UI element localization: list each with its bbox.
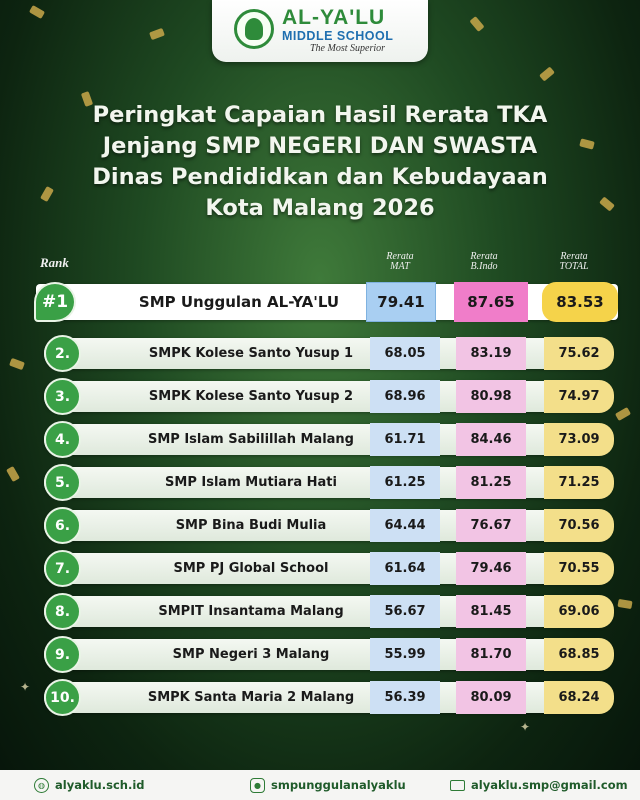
school-name: SMP Islam Sabilillah Malang xyxy=(147,432,354,447)
indo-score: 81.70 xyxy=(456,638,526,671)
table-row-1: #1 SMP Unggulan AL-YA'LU 79.41 87.65 83.… xyxy=(34,282,618,322)
total-score: 68.24 xyxy=(544,681,614,714)
indo-score: 81.25 xyxy=(456,466,526,499)
table-row: 10. SMPK Santa Maria 2 Malang 56.39 80.0… xyxy=(44,679,614,716)
title-line-4: Kota Malang 2026 xyxy=(205,195,435,221)
indo-score: 87.65 xyxy=(454,282,528,322)
mat-header-bottom: MAT xyxy=(390,261,410,272)
mat-score: 61.71 xyxy=(370,423,440,456)
table-row: 9. SMP Negeri 3 Malang 55.99 81.70 68.85 xyxy=(44,636,614,673)
total-score: 68.85 xyxy=(544,638,614,671)
mail-icon xyxy=(450,779,465,791)
mat-header: Rerata MAT xyxy=(370,252,430,272)
mat-score: 64.44 xyxy=(370,509,440,542)
table-row: 2. SMPK Kolese Santo Yusup 1 68.05 83.19… xyxy=(44,335,614,372)
mat-header-top: Rerata xyxy=(386,251,414,262)
school-logo: AL-YA'LU MIDDLE SCHOOL The Most Superior xyxy=(212,0,428,62)
total-score: 69.06 xyxy=(544,595,614,628)
rank-badge: 3. xyxy=(44,378,81,415)
table-row: 7. SMP PJ Global School 61.64 79.46 70.5… xyxy=(44,550,614,587)
indo-header-bottom: B.Indo xyxy=(470,261,498,272)
email-link[interactable]: alyaklu.smp@gmail.com xyxy=(450,778,628,792)
mat-score: 55.99 xyxy=(370,638,440,671)
school-name: SMPK Santa Maria 2 Malang xyxy=(147,690,355,705)
indo-score: 81.45 xyxy=(456,595,526,628)
table-row: 5. SMP Islam Mutiara Hati 61.25 81.25 71… xyxy=(44,464,614,501)
rank-badge: 5. xyxy=(44,464,81,501)
mat-score: 68.05 xyxy=(370,337,440,370)
school-name: SMP Islam Mutiara Hati xyxy=(165,475,337,490)
school-name: SMPIT Insantama Malang xyxy=(158,604,344,619)
rank-badge: 7. xyxy=(44,550,81,587)
school-emblem-icon xyxy=(234,9,274,49)
total-score: 75.62 xyxy=(544,337,614,370)
logo-subtitle: MIDDLE SCHOOL xyxy=(282,29,394,43)
instagram-text: smpunggulanalyaklu xyxy=(271,778,406,792)
mat-score: 79.41 xyxy=(366,282,436,322)
title-line-1: Peringkat Capaian Hasil Rerata TKA xyxy=(92,102,548,128)
school-name: SMPK Kolese Santo Yusup 2 xyxy=(148,389,354,404)
logo-name: AL-YA'LU xyxy=(282,6,386,29)
school-name: SMP PJ Global School xyxy=(173,561,329,576)
indo-score: 83.19 xyxy=(456,337,526,370)
table-row: 8. SMPIT Insantama Malang 56.67 81.45 69… xyxy=(44,593,614,630)
indo-score: 79.46 xyxy=(456,552,526,585)
contact-footer: ◍ alyaklu.sch.id ● smpunggulanalyaklu al… xyxy=(0,770,640,800)
page-title: Peringkat Capaian Hasil Rerata TKA Jenja… xyxy=(0,100,640,224)
school-name: SMP Unggulan AL-YA'LU xyxy=(138,293,340,311)
table-row: 3. SMPK Kolese Santo Yusup 2 68.96 80.98… xyxy=(44,378,614,415)
total-header-top: Rerata xyxy=(560,251,588,262)
table-row: 4. SMP Islam Sabilillah Malang 61.71 84.… xyxy=(44,421,614,458)
total-score: 73.09 xyxy=(544,423,614,456)
email-text: alyaklu.smp@gmail.com xyxy=(471,778,628,792)
globe-icon: ◍ xyxy=(34,777,49,793)
total-score: 83.53 xyxy=(542,282,618,322)
rank-badge: 8. xyxy=(44,593,81,630)
website-link[interactable]: ◍ alyaklu.sch.id xyxy=(34,777,145,793)
indo-score: 80.09 xyxy=(456,681,526,714)
logo-tagline: The Most Superior xyxy=(310,43,385,54)
table-row: 6. SMP Bina Budi Mulia 64.44 76.67 70.56 xyxy=(44,507,614,544)
rank-badge: 4. xyxy=(44,421,81,458)
indo-score: 84.46 xyxy=(456,423,526,456)
rank-badge: 2. xyxy=(44,335,81,372)
rank-badge: 10. xyxy=(44,679,81,716)
rank-header: Rank xyxy=(40,255,69,270)
total-score: 70.56 xyxy=(544,509,614,542)
instagram-icon: ● xyxy=(250,777,265,793)
total-header: Rerata TOTAL xyxy=(544,252,604,272)
mat-score: 68.96 xyxy=(370,380,440,413)
rank-badge: 9. xyxy=(44,636,81,673)
title-line-2: Jenjang SMP NEGERI DAN SWASTA xyxy=(102,133,538,159)
indo-header-top: Rerata xyxy=(470,251,498,262)
total-score: 70.55 xyxy=(544,552,614,585)
instagram-link[interactable]: ● smpunggulanalyaklu xyxy=(250,777,406,793)
website-text: alyaklu.sch.id xyxy=(55,778,145,792)
title-line-3: Dinas Pendididkan dan Kebudayaan xyxy=(92,164,548,190)
total-score: 71.25 xyxy=(544,466,614,499)
mat-score: 61.64 xyxy=(370,552,440,585)
school-name: SMP Bina Budi Mulia xyxy=(175,518,327,533)
rank-badge: 6. xyxy=(44,507,81,544)
mat-score: 61.25 xyxy=(370,466,440,499)
mat-score: 56.39 xyxy=(370,681,440,714)
indo-score: 76.67 xyxy=(456,509,526,542)
indo-header: Rerata B.Indo xyxy=(454,252,514,272)
rank-badge: #1 xyxy=(34,282,76,322)
indo-score: 80.98 xyxy=(456,380,526,413)
total-header-bottom: TOTAL xyxy=(559,261,589,272)
total-score: 74.97 xyxy=(544,380,614,413)
school-name: SMP Negeri 3 Malang xyxy=(172,647,330,662)
school-name: SMPK Kolese Santo Yusup 1 xyxy=(148,346,354,361)
mat-score: 56.67 xyxy=(370,595,440,628)
